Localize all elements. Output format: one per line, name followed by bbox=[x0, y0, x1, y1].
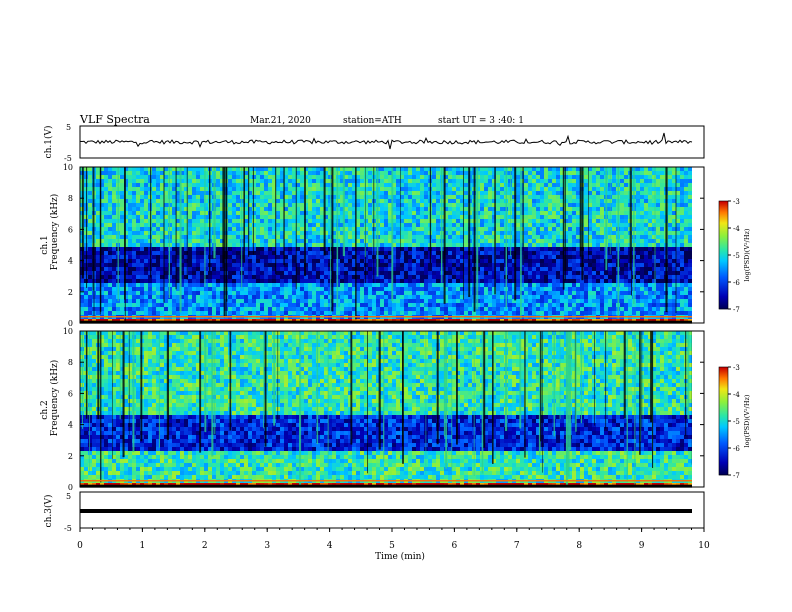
ch2-spectrogram-ytick-1: 2 bbox=[68, 452, 73, 461]
ch3-waveform-line bbox=[80, 509, 692, 513]
ch1-frequency-label: Frequency (kHz) bbox=[49, 194, 60, 271]
ch1-waveform-panel: 5 -5 ch.1(V) bbox=[43, 123, 704, 163]
ch1-spectrogram-ytick-3: 6 bbox=[68, 225, 73, 234]
cbar2-label: log(PSD)(V²/Hz) bbox=[743, 394, 751, 447]
ch1-colorbar: -3 -4 -5 -6 -7 log(PSD)(V²/Hz) bbox=[719, 198, 751, 314]
ch1-ytick-bottom: -5 bbox=[64, 154, 72, 163]
cbar1-tick-2: -5 bbox=[733, 252, 740, 260]
ch1-channel-label: ch.1 bbox=[40, 235, 50, 254]
time-axis: 0 1 2 3 4 5 6 7 8 9 10 bbox=[77, 528, 710, 551]
cbar1-tick-4: -7 bbox=[733, 306, 740, 314]
ch1-spectrogram-ytick-2: 4 bbox=[68, 257, 73, 266]
ch1-ylabel: ch.1(V) bbox=[43, 126, 54, 159]
ch2-spectrogram-ytick-0: 0 bbox=[68, 483, 73, 492]
time-axis-tick-3: 3 bbox=[264, 541, 270, 551]
cbar1-tick-0: -3 bbox=[733, 198, 740, 206]
time-axis-tick-1: 1 bbox=[140, 541, 146, 551]
header-start-time: start UT = 3 :40: 1 bbox=[438, 116, 524, 126]
cbar2-tick-3: -6 bbox=[733, 445, 740, 453]
cbar1-tick-1: -4 bbox=[733, 225, 740, 233]
cbar1-label: log(PSD)(V²/Hz) bbox=[743, 228, 751, 281]
figure-title: VLF Spectra bbox=[79, 113, 150, 126]
ch2-channel-label: ch.2 bbox=[40, 400, 50, 419]
ch1-spectrogram-ytick-4: 8 bbox=[68, 194, 73, 203]
cbar2-tick-0: -3 bbox=[733, 364, 740, 372]
ch1-spectrogram-ytick-5: 10 bbox=[63, 163, 73, 172]
ch2-frequency-label: Frequency (kHz) bbox=[49, 360, 60, 437]
cbar2-tick-2: -5 bbox=[733, 418, 740, 426]
time-axis-tick-7: 7 bbox=[514, 541, 520, 551]
ch3-waveform-panel: 5 -5 ch.3(V) bbox=[43, 492, 704, 533]
time-axis-tick-8: 8 bbox=[576, 541, 582, 551]
header-date: Mar.21, 2020 bbox=[250, 116, 311, 126]
ch1-spectrogram-image bbox=[80, 167, 704, 324]
header-station: station=ATH bbox=[343, 116, 402, 126]
ch2-spectrogram-ytick-3: 6 bbox=[68, 389, 73, 398]
time-axis-tick-2: 2 bbox=[202, 541, 208, 551]
time-axis-tick-6: 6 bbox=[452, 541, 458, 551]
cbar1-tick-3: -6 bbox=[733, 279, 740, 287]
time-axis-tick-4: 4 bbox=[327, 541, 333, 551]
ch2-spectrogram-ytick-4: 8 bbox=[68, 358, 73, 367]
ch1-ytick-top: 5 bbox=[66, 123, 71, 132]
vlf-figure: VLF Spectra Mar.21, 2020 station=ATH sta… bbox=[0, 0, 792, 612]
ch2-colorbar: -3 -4 -5 -6 -7 log(PSD)(V²/Hz) bbox=[719, 364, 751, 480]
ch3-ylabel: ch.3(V) bbox=[43, 495, 54, 528]
ch2-spectrogram-ytick-5: 10 bbox=[63, 327, 73, 336]
ch2-spectrogram-image bbox=[80, 331, 704, 488]
time-axis-tick-5: 5 bbox=[389, 541, 395, 551]
ch2-spectrogram-panel: 0 2 4 6 8 10 ch.2 Frequency (kHz) bbox=[40, 327, 704, 492]
cbar2-tick-1: -4 bbox=[733, 391, 740, 399]
ch3-ytick-top: 5 bbox=[66, 492, 71, 501]
cbar2-tick-4: -7 bbox=[733, 472, 740, 480]
time-axis-label: Time (min) bbox=[375, 551, 425, 562]
time-axis-tick-9: 9 bbox=[639, 541, 645, 551]
time-axis-tick-0: 0 bbox=[77, 541, 83, 551]
time-axis-tick-10: 10 bbox=[698, 541, 710, 551]
ch3-ytick-bottom: -5 bbox=[64, 524, 72, 533]
ch1-spectrogram-ytick-1: 2 bbox=[68, 288, 73, 297]
ch2-spectrogram-ytick-2: 4 bbox=[68, 421, 73, 430]
